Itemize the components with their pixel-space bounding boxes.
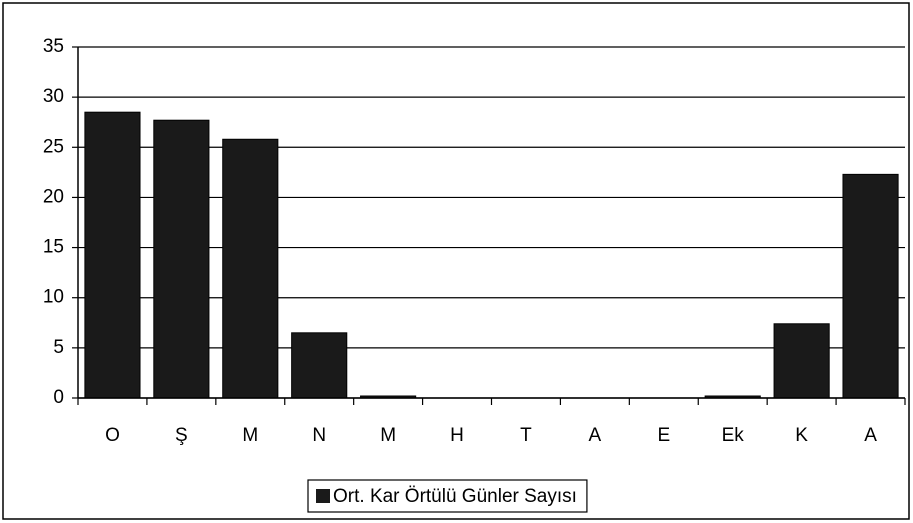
- y-tick-label: 20: [43, 186, 64, 207]
- x-tick-label: Ek: [722, 425, 745, 446]
- bar: [291, 332, 348, 399]
- bar: [773, 323, 830, 399]
- x-tick-label: E: [657, 425, 670, 446]
- x-tick-label: H: [450, 425, 464, 446]
- legend-box: [307, 479, 588, 513]
- y-tick-label: 10: [43, 287, 64, 308]
- x-tick-label: M: [380, 425, 396, 446]
- x-tick-label: N: [312, 425, 326, 446]
- bar: [153, 119, 210, 399]
- y-tick-label: 35: [43, 36, 64, 57]
- x-tick-label: T: [520, 425, 532, 446]
- x-tick-label: A: [864, 425, 877, 446]
- legend-label: Ort. Kar Örtülü Günler Sayısı: [333, 486, 577, 507]
- legend-swatch: [316, 489, 330, 503]
- bar: [84, 111, 141, 399]
- y-tick-label: 0: [53, 387, 64, 408]
- x-tick-label: K: [795, 425, 808, 446]
- bar: [842, 173, 899, 399]
- y-tick-label: 5: [53, 337, 64, 358]
- x-tick-label: A: [589, 425, 602, 446]
- y-tick-label: 15: [43, 237, 64, 258]
- y-tick-label: 30: [43, 86, 64, 107]
- x-tick-label: M: [242, 425, 258, 446]
- x-tick-label: Ş: [175, 425, 188, 446]
- y-tick-label: 25: [43, 136, 64, 157]
- x-tick-label: O: [105, 425, 120, 446]
- bar: [222, 138, 279, 399]
